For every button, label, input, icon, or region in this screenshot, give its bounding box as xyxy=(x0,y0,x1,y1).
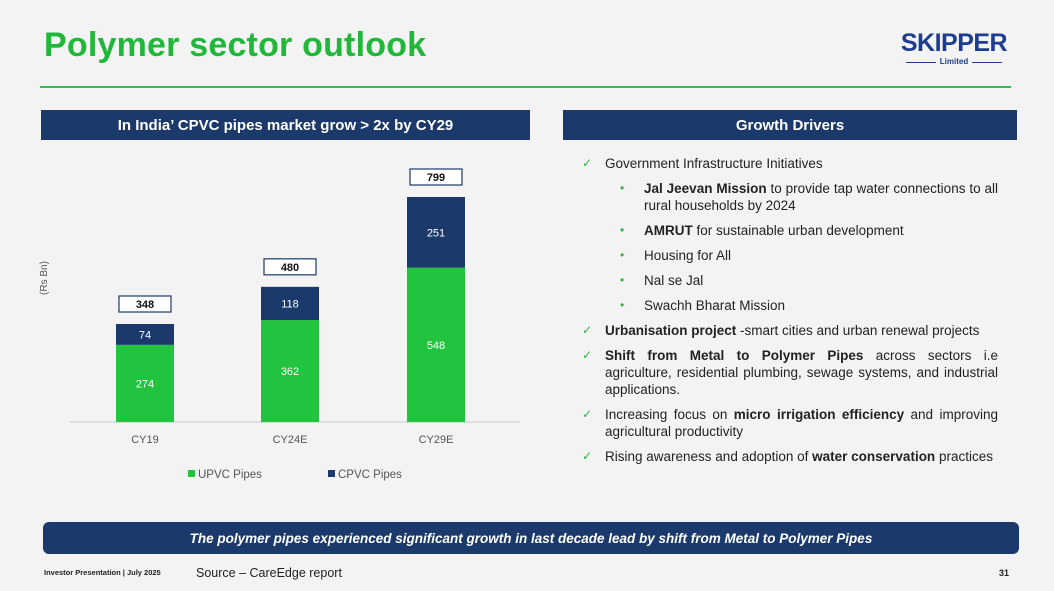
checkmark-icon: ✓ xyxy=(582,348,593,362)
bullet-icon: • xyxy=(620,298,625,312)
driver-text: micro irrigation efficiency xyxy=(733,407,905,422)
bar-upvc-pipes xyxy=(116,344,174,422)
bar-value-label: 548 xyxy=(427,340,445,352)
bar-value-label: 362 xyxy=(281,366,299,378)
driver-subitem: • Housing for All xyxy=(582,247,998,264)
driver-text: and improving agricultural productivity xyxy=(605,407,998,439)
x-tick-label: CY24E xyxy=(273,434,308,446)
total-box xyxy=(118,295,172,313)
total-value-label: 348 xyxy=(136,299,154,311)
bar-upvc-pipes xyxy=(407,267,465,422)
total-box xyxy=(263,258,317,276)
y-axis-label: (Rs Bn) xyxy=(39,261,50,295)
driver-text: Shift from Metal to Polymer Pipes xyxy=(605,348,864,363)
legend-label: CPVC Pipes xyxy=(338,469,402,481)
logo-sub: Limited xyxy=(896,57,1012,67)
x-tick-label: CY29E xyxy=(419,434,454,446)
driver-text: Increasing focus on xyxy=(605,407,734,422)
page-title: Polymer sector outlook xyxy=(44,26,427,64)
legend-swatch xyxy=(188,470,195,477)
total-value-label: 799 xyxy=(427,172,445,184)
legend-swatch xyxy=(328,470,335,477)
chart-panel-heading: In India’ CPVC pipes market grow > 2x by… xyxy=(41,110,530,140)
bar-cpvc-pipes xyxy=(407,197,465,268)
summary-banner: The polymer pipes experienced significan… xyxy=(43,522,1019,554)
bar-cpvc-pipes xyxy=(116,324,174,345)
bar-value-label: 74 xyxy=(139,329,151,341)
driver-text: Urbanisation project xyxy=(605,323,737,338)
checkmark-icon: ✓ xyxy=(582,156,593,170)
logo-name: SKIPPER xyxy=(900,29,1008,57)
bullet-icon: • xyxy=(620,248,625,262)
checkmark-icon: ✓ xyxy=(582,449,593,463)
driver-text: practices xyxy=(935,449,993,464)
stacked-bar-chart: (Rs Bn) 274 74 348 CY19 362 118 480 CY24E 548 251 7… xyxy=(39,168,520,481)
driver-text: across sectors i.e agriculture, resident… xyxy=(605,348,998,397)
bar-cpvc-pipes xyxy=(261,286,319,321)
company-logo: SKIPPER Limited xyxy=(896,30,1012,70)
driver-item: ✓ Government Infrastructure Initiatives xyxy=(582,155,998,172)
driver-subitem: • Nal se Jal xyxy=(582,272,998,289)
driver-text: Nal se Jal xyxy=(644,273,704,288)
bullet-icon: • xyxy=(620,273,625,287)
legend-label: UPVC Pipes xyxy=(198,469,262,481)
driver-text: to provide tap water connections to all … xyxy=(644,181,999,213)
checkmark-icon: ✓ xyxy=(582,407,593,421)
driver-item: ✓ Shift from Metal to Polymer Pipes acros… xyxy=(582,347,998,398)
checkmark-icon: ✓ xyxy=(582,323,593,337)
footer-presentation-label: Investor Presentation | July 2025 xyxy=(44,568,161,577)
driver-text: Swachh Bharat Mission xyxy=(644,298,786,313)
bullet-icon: • xyxy=(620,223,625,237)
driver-subitem: • AMRUT for sustainable urban development xyxy=(582,222,998,239)
bar-value-label: 118 xyxy=(281,298,299,310)
footer-source: Source – CareEdge report xyxy=(196,566,342,580)
driver-item: ✓ Rising awareness and adoption of water … xyxy=(582,448,998,465)
driver-text: -smart cities and urban renewal projects xyxy=(736,323,980,338)
driver-item: ✓ Urbanisation project -smart cities and … xyxy=(582,322,998,339)
bar-upvc-pipes xyxy=(261,320,319,422)
bar-value-label: 274 xyxy=(136,378,154,390)
total-value-label: 480 xyxy=(281,262,299,274)
driver-item: ✓ Increasing focus on micro irrigation ef… xyxy=(582,406,998,440)
driver-text: for sustainable urban development xyxy=(692,223,904,238)
total-box xyxy=(409,168,463,186)
driver-text: Government Infrastructure Initiatives xyxy=(605,156,823,171)
driver-text: AMRUT xyxy=(644,223,693,238)
page-number: 31 xyxy=(999,568,1010,578)
growth-drivers-list: ✓ Government Infrastructure Initiatives • J… xyxy=(582,155,998,465)
driver-subitem: • Jal Jeevan Mission to provide tap water… xyxy=(582,180,998,214)
driver-subitem: • Swachh Bharat Mission xyxy=(582,297,998,314)
x-tick-label: CY19 xyxy=(131,434,159,446)
title-divider xyxy=(40,86,1011,88)
driver-text: Rising awareness and adoption of xyxy=(605,449,813,464)
driver-text: Housing for All xyxy=(644,248,732,263)
driver-text: water conservation xyxy=(812,449,936,464)
bullet-icon: • xyxy=(620,181,625,195)
bar-value-label: 251 xyxy=(427,227,445,239)
drivers-panel-heading: Growth Drivers xyxy=(563,110,1017,140)
driver-text: Jal Jeevan Mission xyxy=(644,181,767,196)
